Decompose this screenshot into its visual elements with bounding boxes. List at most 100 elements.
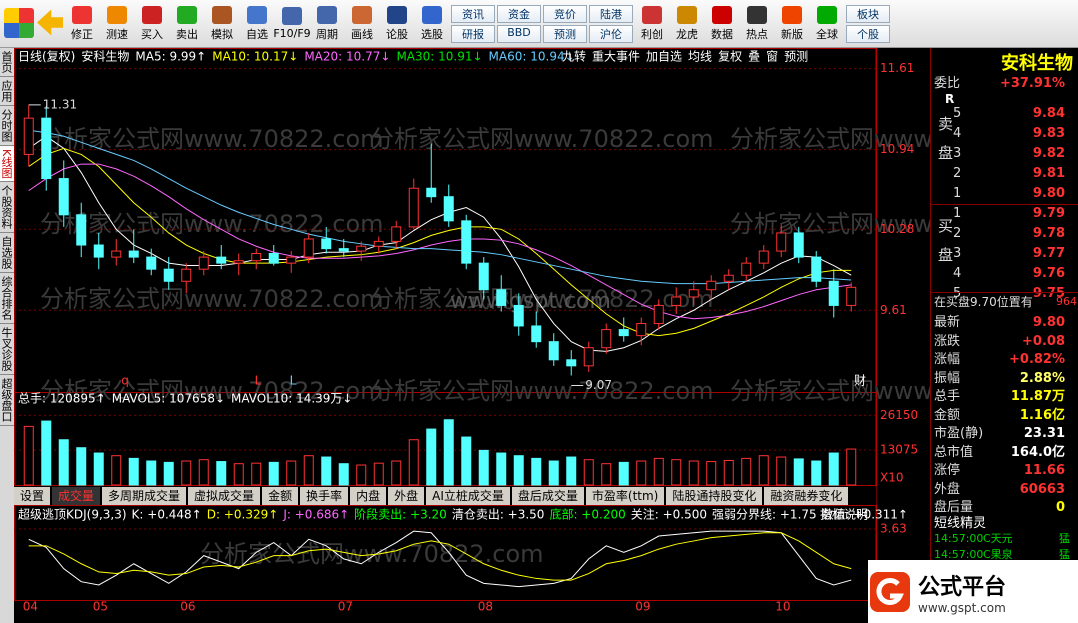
grid-button[interactable]: 沪伦 — [589, 24, 633, 43]
volume-bar — [303, 455, 314, 486]
candle-body — [723, 274, 734, 282]
toolbar-button[interactable]: 周期 — [311, 5, 343, 42]
elf-title: 短线精灵 — [934, 516, 987, 531]
button-icon — [422, 5, 442, 24]
toolbar-button[interactable]: 自选 — [241, 5, 273, 42]
stat-row: 金额 1.16亿 — [931, 407, 1078, 425]
stat-value: +0.08 — [1022, 333, 1065, 349]
toolbar-button[interactable]: 利创 — [636, 5, 668, 42]
notice-value: 964 — [1056, 295, 1077, 308]
indicator-tab[interactable]: 设置 — [14, 487, 51, 505]
volume-bar — [268, 461, 279, 486]
stat-row: 振幅 2.88% — [931, 370, 1078, 388]
menu-item[interactable]: 窗 — [766, 50, 778, 64]
price: 9.82 — [1032, 146, 1065, 161]
indicator-tab[interactable]: 盘后成交量 — [511, 487, 584, 505]
toolbar-button[interactable]: 论股 — [381, 5, 413, 42]
x-tick-label: 09 — [635, 600, 650, 614]
button-label: 测速 — [106, 27, 128, 41]
toolbar-button[interactable]: 热点 — [741, 5, 773, 42]
stat-value: 23.31 — [1023, 426, 1065, 441]
indicator-tab[interactable]: 虚拟成交量 — [188, 487, 261, 505]
left-tab[interactable]: 应用 — [0, 77, 14, 106]
menu-item[interactable]: 预测 — [784, 50, 808, 64]
y-tick-label: 11.61 — [880, 61, 914, 75]
volume-bar — [583, 459, 594, 486]
x-tick-label: 07 — [338, 600, 353, 614]
toolbar-button[interactable]: F10/F9 — [273, 7, 311, 40]
volume-bar — [41, 420, 52, 486]
indicator-tab[interactable]: AI立桩成交量 — [426, 487, 510, 505]
kdj-line — [28, 532, 852, 581]
grid-button[interactable]: BBD — [497, 24, 541, 43]
indicator-tab[interactable]: 融资融券变化 — [764, 487, 849, 505]
toolbar-button[interactable]: 画线 — [346, 5, 378, 42]
toolbar-button[interactable]: 选股 — [416, 5, 448, 42]
logo-url: www.gspt.com — [918, 600, 1006, 615]
left-tab[interactable]: 分时图 — [0, 106, 14, 146]
legend-entry: 清仓卖出: +3.50 — [452, 508, 545, 522]
button-label: 新版 — [781, 27, 803, 41]
volume-bar — [513, 455, 524, 486]
grid-button[interactable]: 研报 — [451, 24, 495, 43]
watermark: 分析家公式网www.70822.com — [730, 125, 930, 153]
indicator-tab[interactable]: 金额 — [262, 487, 299, 505]
button-icon — [747, 5, 767, 24]
volume-bar — [128, 457, 139, 486]
stat-value: 11.87万 — [1010, 389, 1065, 404]
menu-item[interactable]: 复权 — [718, 50, 742, 64]
grid-button[interactable]: 陆港 — [589, 4, 633, 23]
grid-button[interactable]: 预测 — [543, 24, 587, 43]
price: 9.80 — [1032, 186, 1065, 201]
grid-button[interactable]: 个股 — [846, 24, 890, 43]
indicator-tab[interactable]: 外盘 — [388, 487, 425, 505]
indicator-tab[interactable]: 陆股通持股变化 — [666, 487, 763, 505]
toolbar-button[interactable]: 卖出 — [171, 5, 203, 42]
grid-button[interactable]: 资金 — [497, 4, 541, 23]
order-row: 1 9.80 — [931, 185, 1078, 203]
grid-button[interactable]: 竞价 — [543, 4, 587, 23]
left-tab[interactable]: 牛叉诊股 — [0, 324, 14, 376]
volume-bar — [548, 460, 559, 486]
menu-item[interactable]: 九转 — [562, 49, 586, 64]
volume-bar — [671, 459, 682, 486]
x-tick-label: 05 — [93, 600, 108, 614]
toolbar-button[interactable]: 龙虎 — [671, 5, 703, 42]
menu-item[interactable]: 加自选 — [646, 50, 682, 64]
left-tab[interactable]: K线图 — [0, 146, 14, 183]
left-tab[interactable]: 综合排名 — [0, 273, 14, 325]
indicator-tab[interactable]: 市盈率(ttm) — [585, 487, 665, 505]
indicator-tab[interactable]: 内盘 — [350, 487, 387, 505]
indicator-tab[interactable]: 多周期成交量 — [102, 487, 187, 505]
volume-bar — [793, 458, 804, 486]
legend-entry: K: +0.448↑ — [132, 508, 202, 522]
grid-button[interactable]: 资讯 — [451, 4, 495, 23]
toolbar-button[interactable]: 新版 — [776, 5, 808, 42]
toolbar-button[interactable]: 数据 — [706, 5, 738, 42]
menu-item[interactable]: 均线 — [688, 50, 712, 64]
menu-item[interactable]: 重大事件 — [592, 50, 640, 64]
left-tab[interactable]: 首页 — [0, 48, 14, 77]
toolbar-button[interactable]: 测速 — [101, 5, 133, 42]
toolbar-button[interactable]: 全球 — [811, 5, 843, 42]
stat-label: 最新 — [934, 315, 961, 330]
indicator-tab[interactable]: 成交量 — [52, 487, 101, 505]
toolbar-button[interactable]: 模拟 — [206, 5, 238, 42]
y-tick-label: 10.28 — [880, 222, 914, 236]
volume-bar — [636, 460, 647, 486]
legend-entry: 阶段卖出: +3.20 — [354, 507, 447, 522]
toolbar-button[interactable]: 买入 — [136, 5, 168, 42]
y-tick-label: 10.94 — [880, 142, 914, 156]
toolbar-button[interactable]: 修正 — [66, 5, 98, 42]
left-tab[interactable]: 个股资料 — [0, 182, 14, 234]
left-tab[interactable]: 自选股 — [0, 233, 14, 274]
grid-button[interactable]: 板块 — [846, 4, 890, 23]
left-tab[interactable]: 超级盘口 — [0, 375, 14, 427]
indicator-tab[interactable]: 换手率 — [300, 487, 349, 505]
indicator-button[interactable]: 指标说明 — [820, 507, 868, 522]
stat-label: 总市值 — [934, 444, 974, 460]
low-label: 9.07 — [585, 378, 612, 392]
menu-item[interactable]: 叠 — [748, 50, 760, 64]
toolbar: 修正 测速 买入 卖出 模拟 自选 F10/F9 周期 画线 论股 选股 资讯 资金 竞价 陆港研报 BBD 预… — [0, 0, 1078, 48]
